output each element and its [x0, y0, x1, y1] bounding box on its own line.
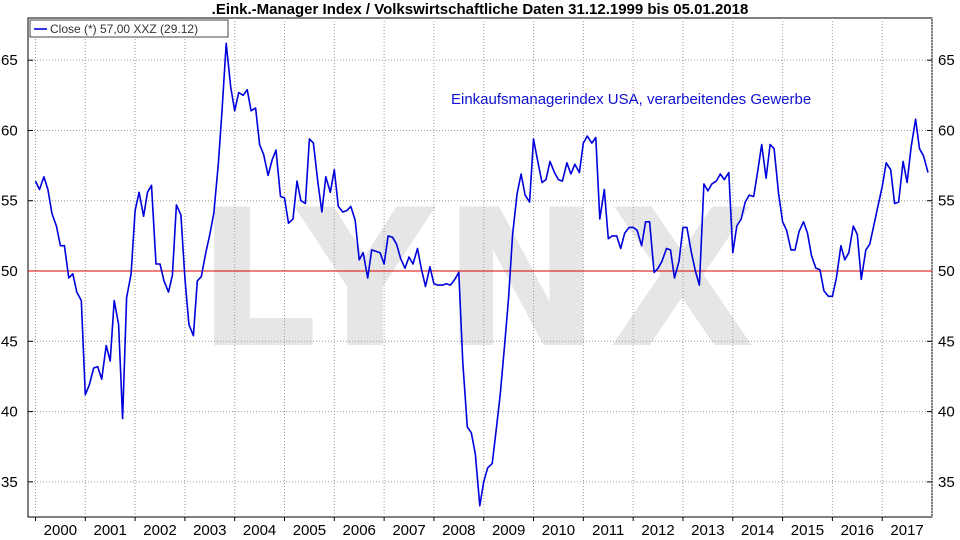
- x-tick-label-2011: 2011: [592, 522, 624, 539]
- y-tick-label-left-55: 55: [1, 193, 18, 210]
- y-tick-label-right-65: 65: [938, 52, 955, 69]
- chart-annotation: Einkaufsmanagerindex USA, verarbeitendes…: [451, 91, 811, 108]
- x-tick-label-2004: 2004: [243, 522, 276, 539]
- x-tick-label-2010: 2010: [542, 522, 575, 539]
- y-tick-label-left-65: 65: [1, 52, 18, 69]
- chart-title: .Eink.-Manager Index / Volkswirtschaftli…: [211, 1, 749, 18]
- y-axis-right: 35 40 45 50 55 60 65: [927, 52, 955, 491]
- x-tick-label-2017: 2017: [890, 522, 923, 539]
- legend: Close (*) 57,00 XXZ (29.12): [29, 19, 229, 38]
- y-tick-label-left-50: 50: [1, 263, 18, 280]
- y-axis-left: 35 40 45 50 55 60 65: [1, 52, 33, 491]
- y-tick-label-right-45: 45: [938, 333, 955, 350]
- series-line-close: [34, 42, 929, 507]
- x-axis: 2000 2001 2002 2003 2004 2005 2006 2007 2008 2009…: [34, 517, 924, 539]
- y-tick-label-right-40: 40: [938, 404, 955, 421]
- x-tick-label-2013: 2013: [691, 522, 724, 539]
- x-tick-label-2005: 2005: [293, 522, 326, 539]
- lynx-watermark: LYNX: [197, 169, 764, 390]
- y-tick-label-right-60: 60: [938, 122, 955, 139]
- x-tick-label-2014: 2014: [741, 522, 774, 539]
- x-tick-label-2009: 2009: [492, 522, 525, 539]
- grid-lines: [28, 18, 933, 517]
- y-tick-label-left-60: 60: [1, 122, 18, 139]
- x-tick-label-2002: 2002: [143, 522, 176, 539]
- x-tick-label-2000: 2000: [44, 522, 77, 539]
- x-tick-label-2012: 2012: [641, 522, 674, 539]
- legend-label: Close (*) 57,00 XXZ (29.12): [50, 22, 198, 36]
- y-tick-label-left-35: 35: [1, 474, 18, 491]
- x-tick-label-2016: 2016: [841, 522, 874, 539]
- y-tick-label-left-40: 40: [1, 404, 18, 421]
- legend-box: [29, 19, 229, 38]
- x-tick-label-2003: 2003: [193, 522, 226, 539]
- x-tick-label-2001: 2001: [93, 522, 126, 539]
- y-tick-label-right-50: 50: [938, 263, 955, 280]
- y-tick-label-left-45: 45: [1, 333, 18, 350]
- x-tick-label-2008: 2008: [442, 522, 475, 539]
- y-tick-label-right-35: 35: [938, 474, 955, 491]
- y-tick-label-right-55: 55: [938, 193, 955, 210]
- x-tick-label-2006: 2006: [343, 522, 376, 539]
- x-tick-label-2015: 2015: [791, 522, 824, 539]
- x-tick-label-2007: 2007: [392, 522, 425, 539]
